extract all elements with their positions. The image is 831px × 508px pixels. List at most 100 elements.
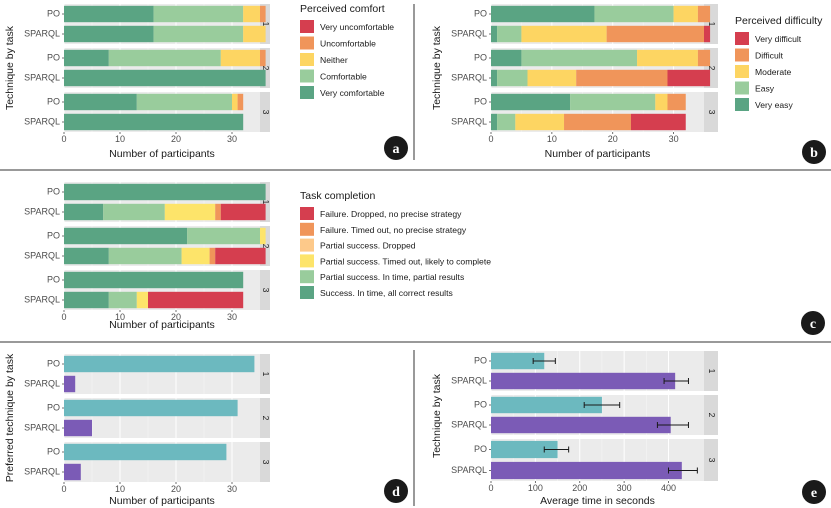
facet-a-2: 2 PO SPARQL (24, 48, 271, 88)
y-tick-label: PO (47, 274, 60, 284)
x-tick-label: 100 (528, 483, 543, 493)
facet-strip-label: 1 (707, 22, 717, 27)
badge-label: e (811, 486, 817, 501)
badge-label: b (810, 146, 818, 161)
bar-segment-c-2-sparql-5 (64, 247, 109, 265)
x-tick-label: 400 (661, 483, 676, 493)
bar-segment-c-1-sparql-3 (164, 203, 216, 221)
error-bar-3-po (543, 446, 570, 453)
legend-label: Partial success. Timed out, likely to co… (320, 256, 491, 266)
legend-label: Failure. Dropped, no precise strategy (320, 209, 462, 219)
y-tick-label: SPARQL (24, 116, 60, 126)
legend-b: Perceived difficulty Very difficult Diffic… (735, 15, 823, 111)
x-tick-label: 10 (547, 134, 557, 144)
y-tick-label: PO (47, 8, 60, 18)
bar-segment-c-3-sparql-3 (136, 291, 148, 309)
bar-segment-a-3-po-3 (136, 93, 232, 111)
facet-strip (260, 270, 270, 310)
y-tick-label: SPARQL (451, 419, 487, 429)
legend-title: Perceived comfort (300, 3, 385, 15)
bar-segment-c-2-po-5 (64, 227, 188, 245)
facet-d-2: 2 PO SPARQL (24, 398, 271, 438)
facet-strip-label: 3 (707, 458, 717, 463)
facet-strip-label: 2 (707, 66, 717, 71)
bar-segment-b-3-sparql-0 (630, 113, 686, 131)
legend-title: Task completion (300, 190, 375, 202)
bar-segment-c-1-sparql-4 (103, 203, 165, 221)
facet-strip (260, 182, 270, 222)
badge-circle (801, 311, 825, 335)
facet-strip-label: 3 (261, 110, 271, 115)
facet-strip (260, 442, 270, 482)
legend-label: Very easy (755, 100, 793, 110)
legend-key (300, 69, 314, 83)
facet-e-2: 2 PO SPARQL (451, 395, 718, 435)
badge-circle (802, 140, 826, 164)
legend-key (735, 81, 749, 95)
bar-segment-c-3-sparql-5 (64, 291, 109, 309)
bar-e-3-po (491, 440, 558, 459)
bar-segment-b-1-sparql-2 (521, 25, 607, 43)
bar-segment-a-1-sparql-4 (64, 25, 154, 43)
bar-e-1-po (491, 352, 545, 370)
facet-b-2: 2 PO SPARQL (451, 48, 718, 88)
bar-segment-a-2-po-1 (260, 49, 266, 67)
x-axis-title: Number of participants (109, 148, 215, 160)
y-tick-label: PO (47, 96, 60, 106)
x-tick-label: 0 (61, 484, 66, 494)
bar-segment-a-1-sparql-3 (153, 25, 244, 43)
bar-d-2-po (64, 399, 238, 417)
bar-segment-b-1-sparql-3 (497, 25, 522, 43)
y-tick-label: PO (474, 96, 487, 106)
bar-segment-b-1-po-3 (594, 5, 674, 23)
y-tick-label: SPARQL (24, 250, 60, 260)
legend-label: Neither (320, 55, 348, 65)
bar-d-2-sparql (64, 419, 92, 437)
bar-e-2-sparql (491, 416, 671, 434)
badge-circle (802, 480, 826, 504)
bar-segment-c-2-sparql-4 (108, 247, 182, 265)
facet-strip-label: 3 (707, 110, 717, 115)
bar-segment-a-3-sparql-4 (64, 113, 244, 131)
legend-key (735, 48, 749, 62)
facet-b-1: 1 PO SPARQL (451, 4, 718, 44)
y-tick-label: PO (474, 8, 487, 18)
bar-segment-b-1-sparql-1 (606, 25, 704, 43)
bar-segment-b-3-po-1 (667, 93, 686, 111)
facet-strip-label: 1 (261, 200, 271, 205)
error-bar-3-sparql (668, 467, 698, 474)
bar-segment-b-3-sparql-2 (515, 113, 565, 131)
facet-strip-label: 2 (261, 244, 271, 249)
y-tick-label: PO (474, 399, 487, 409)
y-tick-label: PO (47, 186, 60, 196)
x-tick-label: 20 (171, 134, 181, 144)
legend-label: Very uncomfortable (320, 22, 394, 32)
legend-c: Task completion Failure. Dropped, no prec… (300, 190, 491, 299)
bar-segment-a-1-sparql-2 (243, 25, 266, 43)
y-tick-label: SPARQL (24, 72, 60, 82)
bar-segment-c-2-sparql-0 (215, 247, 266, 265)
x-axis-title: Number of participants (545, 148, 651, 160)
bar-e-2-po (491, 396, 602, 414)
bar-segment-c-2-sparql-3 (181, 247, 210, 265)
badge-label: d (392, 485, 400, 500)
y-tick-label: SPARQL (24, 466, 60, 476)
bar-segment-b-2-po-3 (521, 49, 638, 67)
bar-segment-a-1-po-2 (243, 5, 260, 23)
bar-segment-b-2-sparql-3 (497, 69, 528, 87)
legend-title: Perceived difficulty (735, 15, 823, 27)
legend-key (300, 20, 314, 33)
x-tick-label: 0 (488, 134, 493, 144)
legend-key (300, 86, 314, 99)
x-tick-label: 30 (227, 484, 237, 494)
bar-d-3-sparql (64, 463, 81, 481)
bar-segment-a-1-po-4 (64, 5, 154, 23)
facet-c-2: 2 PO SPARQL (24, 226, 271, 266)
error-bar-1-sparql (663, 378, 689, 384)
y-axis-title: Technique by task (431, 373, 443, 458)
